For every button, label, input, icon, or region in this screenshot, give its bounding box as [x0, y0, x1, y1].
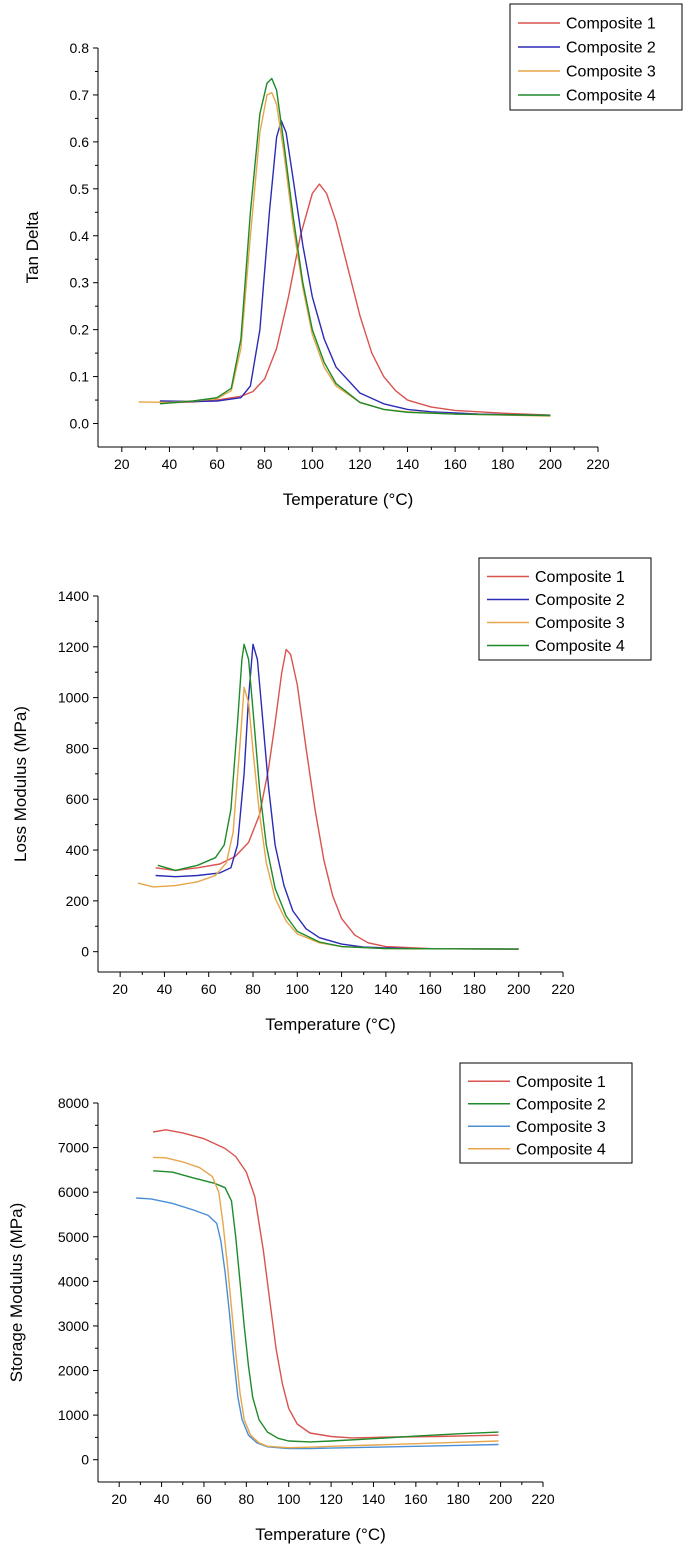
- legend-label: Composite 3: [566, 64, 656, 81]
- x-tick-label: 60: [201, 981, 217, 997]
- x-tick-label: 80: [245, 981, 261, 997]
- y-tick-label: 5000: [58, 1229, 89, 1245]
- x-tick-label: 40: [162, 456, 178, 472]
- legend-label: Composite 3: [516, 1119, 606, 1136]
- legend-box: [509, 3, 683, 111]
- legend-label: Composite 2: [535, 592, 625, 609]
- y-tick-label: 0.1: [70, 369, 90, 385]
- y-axis-label: Loss Modulus (MPa): [11, 706, 30, 862]
- y-tick-label: 1000: [58, 1407, 89, 1423]
- x-tick-label: 100: [277, 1491, 301, 1507]
- x-tick-label: 80: [257, 456, 273, 472]
- y-tick-label: 8000: [58, 1095, 89, 1111]
- chart-1: 0.0 0.1 0.2 0.3 0.4 0.5 0.6 0.7 0.8 20 40 60 80 100 12…: [23, 3, 683, 509]
- x-tick-label: 160: [404, 1491, 428, 1507]
- x-tick-label: 220: [531, 1491, 555, 1507]
- x-tick-label: 200: [489, 1491, 513, 1507]
- legend-label: Composite 4: [535, 638, 625, 655]
- x-axis-label: Temperature (°C): [283, 490, 414, 509]
- x-tick-label: 140: [362, 1491, 386, 1507]
- x-tick-label: 60: [196, 1491, 212, 1507]
- y-tick-label: 0.5: [70, 181, 90, 197]
- y-tick-label: 0.7: [70, 87, 90, 103]
- x-tick-label: 180: [463, 981, 487, 997]
- chart-2: 0 200 400 600 800 1000 1200 1400 20 40 60 80 100 120 1…: [11, 557, 652, 1034]
- legend-label: Composite 1: [535, 569, 625, 586]
- x-tick-label: 180: [447, 1491, 471, 1507]
- x-tick-label: 220: [586, 456, 610, 472]
- series-line: [153, 1170, 499, 1443]
- series-line: [155, 648, 519, 950]
- y-axis-label: Tan Delta: [23, 211, 42, 283]
- legend-label: Composite 1: [566, 16, 656, 33]
- y-tick-label: 400: [66, 842, 90, 858]
- y-tick-label: 0.8: [70, 40, 90, 56]
- x-tick-label: 120: [319, 1491, 343, 1507]
- legend-label: Composite 1: [516, 1074, 606, 1091]
- x-tick-label: 140: [396, 456, 420, 472]
- legend-box: [478, 557, 652, 661]
- x-axis-label: Temperature (°C): [255, 1525, 386, 1544]
- x-tick-label: 160: [418, 981, 442, 997]
- y-tick-label: 1400: [58, 588, 89, 604]
- y-tick-label: 6000: [58, 1184, 89, 1200]
- y-tick-label: 0.6: [70, 134, 90, 150]
- y-tick-label: 200: [66, 893, 90, 909]
- y-tick-label: 1200: [58, 639, 89, 655]
- x-tick-label: 120: [348, 456, 372, 472]
- y-tick-label: 2000: [58, 1363, 89, 1379]
- x-tick-label: 200: [539, 456, 563, 472]
- y-tick-label: 4000: [58, 1273, 89, 1289]
- y-axis-label: Storage Modulus (MPa): [7, 1203, 26, 1383]
- x-tick-label: 160: [443, 456, 467, 472]
- x-tick-label: 200: [507, 981, 531, 997]
- series-line: [159, 183, 551, 416]
- legend-label: Composite 4: [516, 1141, 606, 1158]
- y-tick-label: 0: [81, 944, 89, 960]
- x-tick-label: 100: [286, 981, 310, 997]
- legend-label: Composite 2: [566, 40, 656, 57]
- x-tick-label: 40: [157, 981, 173, 997]
- legend-label: Composite 2: [516, 1096, 606, 1113]
- x-tick-label: 180: [491, 456, 515, 472]
- legend-label: Composite 3: [535, 615, 625, 632]
- legend-label: Composite 4: [566, 88, 656, 105]
- y-tick-label: 800: [66, 740, 90, 756]
- series-line: [136, 1197, 499, 1450]
- x-tick-label: 100: [301, 456, 325, 472]
- legend-box: [459, 1062, 633, 1164]
- x-tick-label: 40: [154, 1491, 170, 1507]
- x-tick-label: 20: [112, 981, 128, 997]
- chart-3: 0 1000 2000 3000 4000 5000 6000 7000 8000 20 40 60 8…: [7, 1062, 633, 1544]
- y-tick-label: 600: [66, 791, 90, 807]
- y-tick-label: 7000: [58, 1140, 89, 1156]
- x-tick-label: 60: [209, 456, 225, 472]
- x-tick-label: 80: [239, 1491, 255, 1507]
- y-tick-label: 0.3: [70, 275, 90, 291]
- y-tick-label: 1000: [58, 690, 89, 706]
- y-tick-label: 3000: [58, 1318, 89, 1334]
- x-tick-label: 120: [330, 981, 354, 997]
- series-line: [153, 1156, 499, 1449]
- y-tick-label: 0.2: [70, 322, 90, 338]
- x-tick-label: 20: [111, 1491, 127, 1507]
- series-line: [152, 1129, 499, 1439]
- series-line: [137, 686, 519, 950]
- series-line: [155, 643, 519, 950]
- x-tick-label: 20: [114, 456, 130, 472]
- series-line: [157, 643, 519, 950]
- x-tick-label: 220: [551, 981, 575, 997]
- series-line: [159, 77, 551, 417]
- y-tick-label: 0: [81, 1452, 89, 1468]
- x-axis-label: Temperature (°C): [265, 1015, 396, 1034]
- y-tick-label: 0.4: [70, 228, 90, 244]
- series-line: [159, 120, 551, 417]
- x-tick-label: 140: [374, 981, 398, 997]
- y-tick-label: 0.0: [70, 416, 90, 432]
